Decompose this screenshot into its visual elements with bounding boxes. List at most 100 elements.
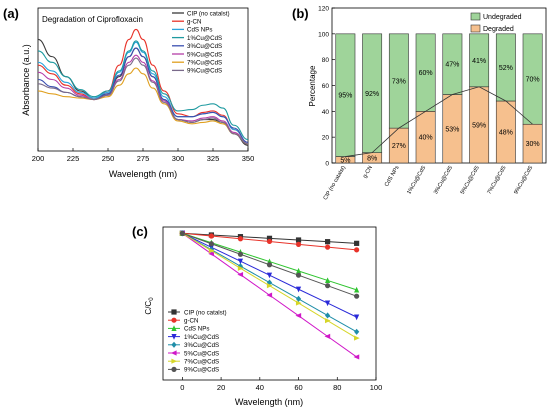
panel-b-label-undegraded: 47% — [445, 62, 459, 69]
panel-b-label-degraded: 8% — [367, 155, 377, 162]
panel-c-legend-marker-3-cu-cds — [171, 341, 177, 348]
panel-c-point-9-cu-cds — [237, 251, 244, 257]
panel-c-point-cip-no-catalst — [266, 235, 273, 241]
panel-c-legend-label-1-cu-cds: 1%Cu@CdS — [184, 334, 219, 341]
panel-c-series-lines — [179, 230, 360, 360]
panel-c-x-tick-label: 20 — [217, 383, 225, 392]
panel-a-legend-label-7-cu-cds: 7%Cu@CdS — [187, 60, 222, 67]
panel-b-label-undegraded: 52% — [499, 65, 513, 72]
panel-c-point-7-cu-cds — [266, 283, 273, 289]
panel-a-x-tick-label: 275 — [137, 154, 150, 163]
panel-c-point-g-cn — [266, 238, 273, 245]
panel-b-y-tick-label: 40 — [322, 109, 330, 116]
panel-c-point-3-cu-cds — [237, 263, 244, 270]
panel-a-legend-label-g-cn: g-CN — [187, 19, 201, 26]
panel-b-category-label: CdS NPs — [384, 165, 401, 188]
panel-c-point-5-cu-cds — [353, 354, 360, 360]
panel-b-y-tick-label: 60 — [322, 83, 330, 90]
panel-b-category-labels: CIP (no catalst) g-CN CdS NPs 1%Cu@CdS 3%Cu@… — [323, 165, 535, 202]
panel-c-x-axis-title: Wavelength (nm) — [235, 397, 303, 407]
panel-c-legend-label-3-cu-cds: 3%Cu@CdS — [184, 342, 219, 349]
panel-b-legend-label-degraded: Degraded — [483, 26, 514, 33]
panel-b-bars — [335, 33, 543, 164]
panel-b-label-undegraded: 73% — [392, 78, 406, 85]
panel-b-category-label: 9%Cu@CdS — [513, 165, 534, 196]
panel-a-ticks — [37, 148, 249, 151]
panel-c-point-cds-nps — [354, 286, 360, 293]
panel-a-x-tick-label: 250 — [102, 154, 115, 163]
panel-c-point-1-cu-cds — [266, 272, 273, 279]
panel-a: (a) Degradation of Ciprofloxacin CIP (no… — [3, 6, 254, 179]
panel-c-x-tick-label: 0 — [180, 383, 184, 392]
panel-a-title: Degradation of Ciprofloxacin — [42, 15, 143, 24]
panel-c-point-g-cn — [354, 247, 360, 253]
panel-b-legend-swatch-degraded — [470, 24, 481, 33]
panel-b-label-undegraded: 41% — [472, 58, 486, 65]
panel-c-point-7-cu-cds — [354, 335, 360, 341]
panel-c-point-1-cu-cds — [354, 314, 360, 321]
panel-b-y-axis-title: Percentage — [308, 65, 317, 106]
panel-a-x-axis-title: Wavelength (nm) — [109, 169, 177, 179]
panel-c-point-9-cu-cds — [295, 272, 302, 278]
panel-c-legend-marker-cds-nps — [171, 325, 177, 331]
panel-b-label-undegraded: 92% — [365, 91, 379, 98]
panel-b: (b) 0 20 40 60 80 100 120 5% 95% 8% 92% 27% 73% 40% 6… — [292, 6, 547, 202]
panel-b-bar-labels: 5% 95% 8% 92% 27% 73% 40% 60% 53% 47% 59% 41% 48% 52%… — [338, 58, 539, 164]
panel-b-y-tick-label: 100 — [318, 31, 329, 38]
panel-b-label-degraded: 40% — [419, 135, 433, 142]
panel-c-point-cds-nps — [295, 267, 302, 274]
panel-c-point-g-cn — [237, 236, 244, 242]
panel-b-label-degraded: 30% — [526, 141, 540, 148]
panel-c-point-5-cu-cds — [208, 251, 215, 257]
panel-c-point-cip-no-catalst — [295, 237, 302, 243]
panel-b-category-label: 1%Cu@CdS — [406, 165, 427, 196]
panel-a-x-tick-label: 350 — [242, 154, 255, 163]
panel-c-point-5-cu-cds — [324, 333, 331, 340]
panel-a-x-tick-label: 225 — [67, 154, 80, 163]
panel-c-point-7-cu-cds — [208, 248, 215, 254]
panel-c-point-g-cn — [324, 244, 331, 250]
panel-b-degraded-trend — [345, 86, 533, 157]
panel-a-legend-label-3-cu-cds: 3%Cu@CdS — [187, 43, 222, 50]
panel-b-y-tick-label: 80 — [322, 57, 330, 64]
panel-c-point-g-cn — [295, 241, 302, 247]
panel-c-legend-label-cds-nps: CdS NPs — [184, 326, 209, 333]
panel-a-legend-label-cds-nps: CdS NPs — [187, 27, 212, 34]
panel-c-legend-label-g-cn: g-CN — [184, 318, 198, 325]
panel-a-x-tick-label: 325 — [207, 154, 220, 163]
panel-a-x-tick-label: 200 — [32, 154, 45, 163]
panel-b-label-degraded: 59% — [472, 122, 486, 129]
panel-c-legend-marker-5-cu-cds — [170, 350, 177, 356]
panel-b-label-degraded: 5% — [340, 157, 350, 164]
panel-c-point-7-cu-cds — [295, 300, 302, 306]
panel-a-label: (a) — [3, 6, 19, 21]
panel-b-legend: Undegraded Degraded — [470, 12, 522, 33]
panel-b-label: (b) — [292, 6, 309, 21]
panel-c-point-cip-no-catalst — [354, 240, 360, 246]
panel-c-x-ticks: 0 20 40 60 80 100 — [180, 377, 382, 392]
panel-a-legend-label-9-cu-cds: 9%Cu@CdS — [187, 68, 222, 75]
panel-c-label: (c) — [132, 224, 148, 239]
panel-c-legend-marker-1-cu-cds — [171, 334, 177, 340]
panel-b-label-degraded: 48% — [499, 130, 513, 137]
panel-c-point-1-cu-cds — [237, 258, 244, 265]
panel-a-line-1-cu-cds — [37, 40, 249, 141]
panel-b-category-label: CIP (no catalst) — [323, 165, 347, 201]
panel-c-point-9-cu-cds — [354, 293, 360, 299]
panel-c-legend-marker-9-cu-cds — [171, 366, 177, 372]
panel-c-legend-marker-cip-no-catalst — [171, 309, 177, 315]
panel-c-x-tick-label: 100 — [370, 383, 383, 392]
panel-c-point-9-cu-cds — [266, 262, 273, 268]
panel-a-legend-label-cip-no-catalst: CIP (no catalst) — [187, 10, 230, 17]
panel-b-y-tick-label: 120 — [318, 6, 329, 13]
panel-a-legend-label-1-cu-cds: 1%Cu@CdS — [187, 35, 222, 42]
panel-a-x-tick-label: 300 — [172, 154, 185, 163]
panel-c-point-1-cu-cds — [324, 300, 331, 307]
panel-a-series-lines — [37, 28, 249, 146]
panel-c-point-7-cu-cds — [237, 265, 244, 271]
panel-c-point-5-cu-cds — [295, 313, 302, 319]
panel-b-legend-label-undegraded: Undegraded — [483, 14, 522, 21]
panel-a-line-7-cu-cds — [37, 67, 249, 145]
panel-c-point-7-cu-cds — [324, 318, 331, 324]
